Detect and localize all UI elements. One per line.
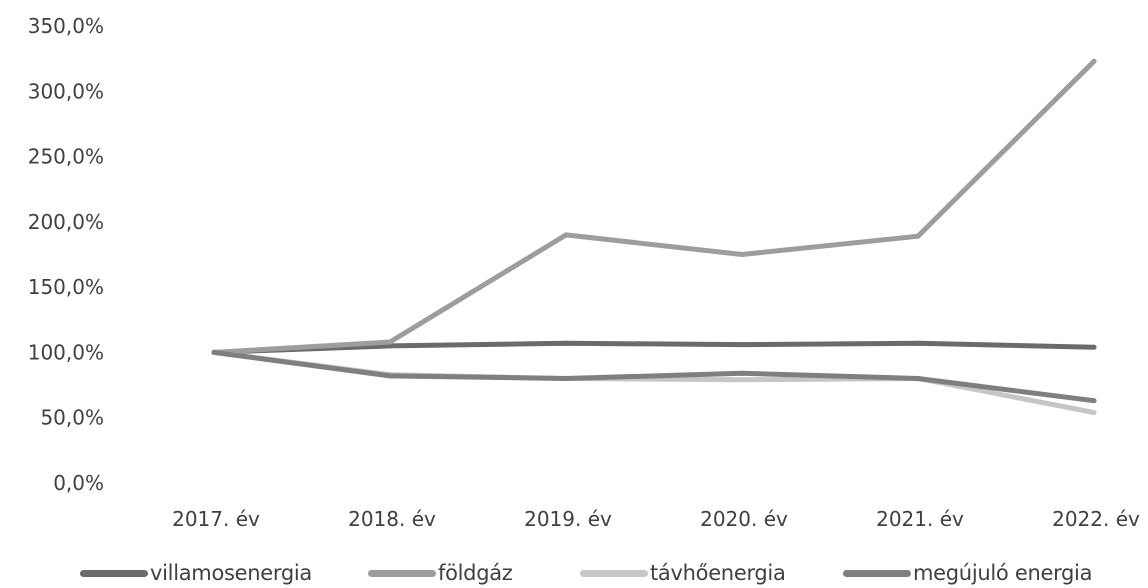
legend-label: földgáz xyxy=(438,561,513,585)
data-point xyxy=(915,340,921,346)
series-line-3 xyxy=(211,349,1097,404)
y-axis: 0,0% 50,0% 100,0% 150,0% 200,0% 250,0% 300,0% 3… xyxy=(28,14,104,495)
legend-swatch xyxy=(843,569,911,577)
data-point xyxy=(1091,409,1097,415)
legend-item: villamosenergia xyxy=(80,558,312,588)
legend-swatch xyxy=(80,569,148,577)
legend-label: villamosenergia xyxy=(150,561,312,585)
data-point xyxy=(915,233,921,239)
y-tick-label: 250,0% xyxy=(28,145,104,169)
data-point xyxy=(1091,398,1097,404)
data-point xyxy=(387,343,393,349)
legend-item: megújuló energia xyxy=(843,558,1092,588)
data-point xyxy=(387,339,393,345)
legend-label: megújuló energia xyxy=(913,561,1093,585)
data-point xyxy=(915,376,921,382)
y-tick-label: 200,0% xyxy=(28,210,104,234)
data-point xyxy=(563,340,569,346)
y-tick-label: 150,0% xyxy=(28,275,104,299)
y-tick-label: 100,0% xyxy=(28,340,104,364)
x-tick-label: 2017. év xyxy=(172,507,260,531)
legend-swatch xyxy=(580,569,648,577)
series-line-0 xyxy=(211,340,1097,355)
legend-label: távhőenergia xyxy=(650,561,786,585)
series-line-1 xyxy=(211,58,1097,355)
y-tick-label: 350,0% xyxy=(28,14,104,38)
y-tick-label: 300,0% xyxy=(28,79,104,103)
data-point xyxy=(211,349,217,355)
data-point xyxy=(563,232,569,238)
line-chart: 0,0% 50,0% 100,0% 150,0% 200,0% 250,0% 300,0% 3… xyxy=(28,14,1140,531)
legend-swatch xyxy=(368,569,436,577)
data-point xyxy=(739,377,745,383)
data-point xyxy=(739,252,745,257)
legend-item: távhőenergia xyxy=(580,558,786,588)
x-tick-label: 2018. év xyxy=(348,507,436,531)
data-point xyxy=(563,376,569,382)
legend-item: földgáz xyxy=(368,558,513,588)
legend: villamosenergia földgáz távhőenergia megúju… xyxy=(0,558,1148,588)
x-axis: 2017. év 2018. év 2019. év 2020. év 2021. év… xyxy=(172,507,1140,531)
x-tick-label: 2022. év xyxy=(1052,507,1140,531)
data-point xyxy=(739,342,745,348)
x-tick-label: 2019. év xyxy=(524,507,612,531)
y-tick-label: 50,0% xyxy=(40,406,104,430)
data-point xyxy=(1091,58,1097,64)
x-tick-label: 2020. év xyxy=(700,507,788,531)
series-lines xyxy=(211,58,1097,415)
data-point xyxy=(387,373,393,379)
data-point xyxy=(739,370,745,376)
y-tick-label: 0,0% xyxy=(53,471,104,495)
x-tick-label: 2021. év xyxy=(876,507,964,531)
data-point xyxy=(1091,344,1097,350)
